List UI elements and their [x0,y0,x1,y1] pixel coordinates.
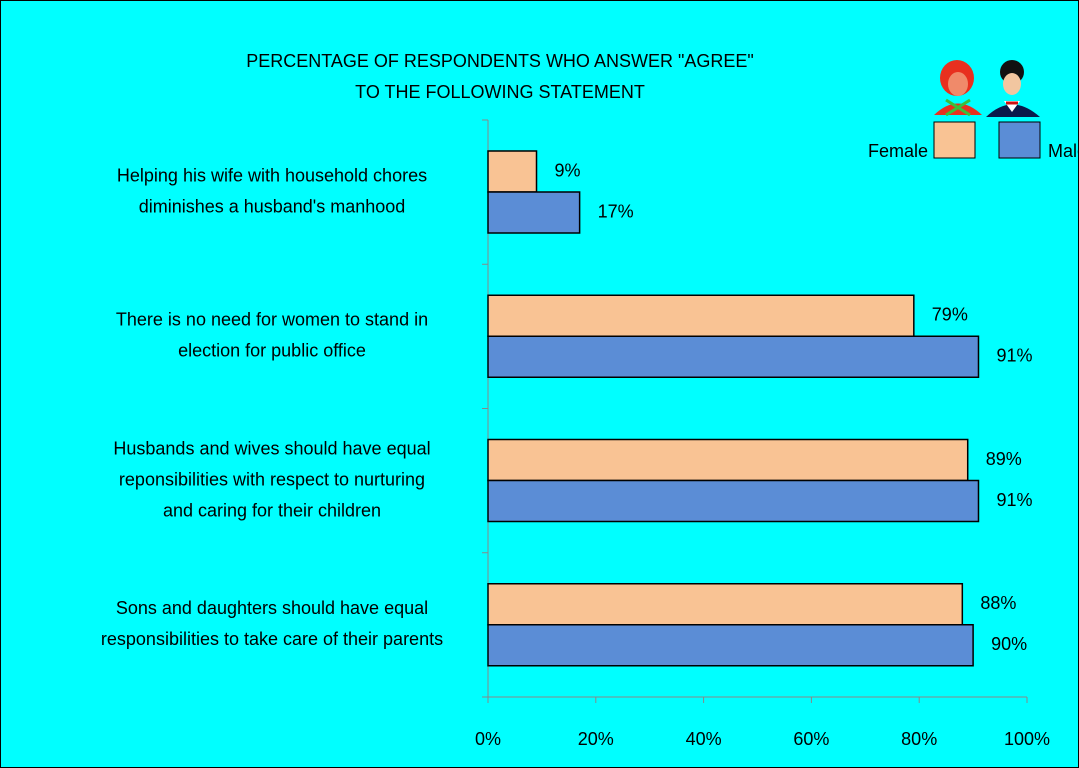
bar [487,479,980,523]
category-label: responsibilities to take care of their p… [101,629,443,649]
legend-swatch [998,121,1041,159]
data-label: 9% [555,160,581,180]
data-label: 89% [986,449,1022,469]
bar [487,191,581,234]
bar [487,335,980,378]
category-label: election for public office [178,341,366,361]
data-label: 90% [991,634,1027,654]
x-tick-label: 0% [475,729,501,749]
bar [487,150,538,193]
legend-label: Male [1048,141,1079,161]
data-label: 91% [996,490,1032,510]
data-label: 88% [980,593,1016,613]
legend-label: Female [868,141,928,161]
category-label: Sons and daughters should have equal [116,598,428,618]
category-label: diminishes a husband's manhood [139,196,406,216]
category-label: Helping his wife with household chores [117,165,427,185]
x-tick-label: 60% [793,729,829,749]
category-label: and caring for their children [163,500,381,520]
female-icon [934,60,982,117]
bar [487,294,915,337]
bar [487,438,969,482]
x-tick-label: 80% [901,729,937,749]
legend-swatch [933,121,976,159]
data-label: 91% [996,346,1032,366]
data-label: 79% [932,305,968,325]
x-tick-label: 100% [1004,729,1050,749]
category-label: There is no need for women to stand in [116,310,428,330]
category-label: reponsibilities with respect to nurturin… [119,469,425,489]
data-label: 17% [598,201,634,221]
x-tick-label: 20% [578,729,614,749]
bar [487,583,964,626]
x-tick-label: 40% [686,729,722,749]
male-icon [986,60,1040,117]
chart-title: TO THE FOLLOWING STATEMENT [355,82,645,102]
bar [487,624,974,667]
chart-title: PERCENTAGE OF RESPONDENTS WHO ANSWER "AG… [246,51,754,71]
category-label: Husbands and wives should have equal [113,438,430,458]
